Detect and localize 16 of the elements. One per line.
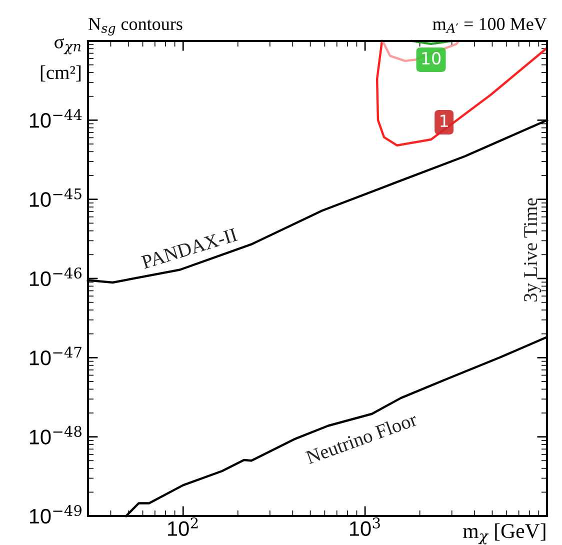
x-tick-label: 10$^{3}$ [350,517,380,536]
y-tick-label: 10$^{−47}$ [30,346,82,366]
annotation: 10 [422,52,441,65]
y-tick-label: 10$^{−46}$ [30,268,82,286]
y-tick-label: 10$^{−49}$ [30,505,82,524]
annotation: 1 [440,114,448,127]
chart-subtitle: m$_{A′}$ = 100 MeV [432,18,547,33]
annotation: 3y Live Time [524,198,542,302]
y-axis-title: σ$_{χn}$ [cm²] [40,38,81,82]
x-tick-label: 10$^{2}$ [168,517,198,536]
x-axis-title: m$_{χ}$ [GeV] [463,523,546,544]
chart-title: N$_{sg}$ contours [88,18,182,36]
y-tick-label: 10$^{−45}$ [30,188,82,207]
y-tick-label: 10$^{−44}$ [30,109,82,128]
annotation: Neutrino Floor [304,412,418,464]
y-tick-label: 10$^{−48}$ [30,426,82,444]
